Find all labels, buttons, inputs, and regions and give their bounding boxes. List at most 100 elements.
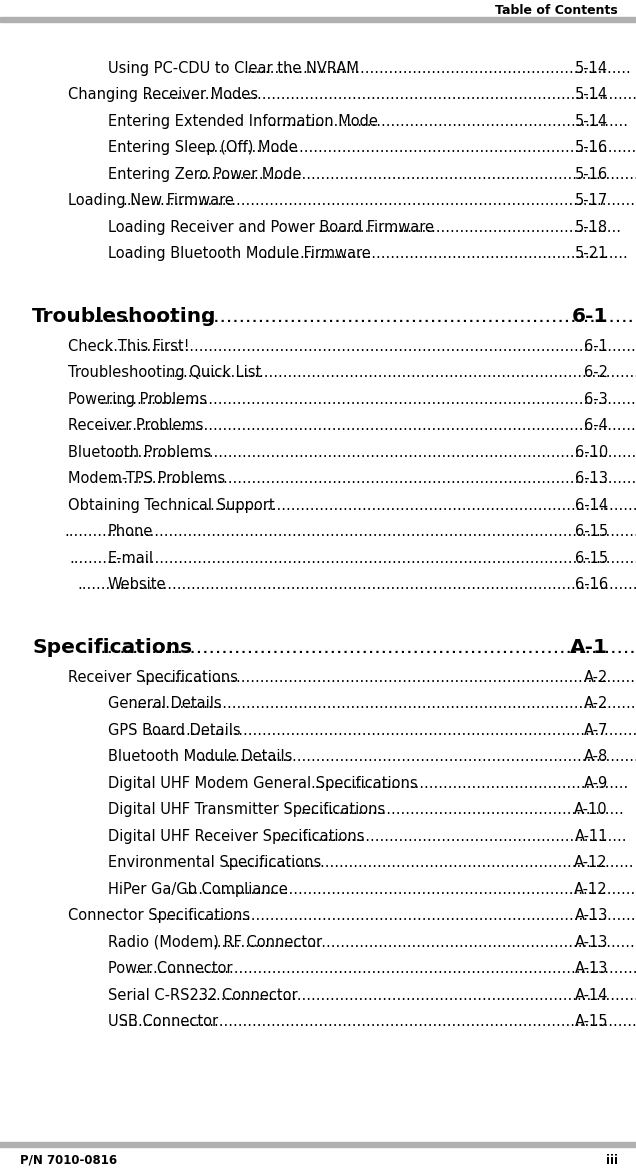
Text: 6-1: 6-1	[584, 339, 608, 354]
Text: 6-3: 6-3	[584, 392, 608, 407]
Text: iii: iii	[606, 1153, 618, 1166]
Text: 6-10: 6-10	[575, 445, 608, 460]
Text: 6-15: 6-15	[575, 551, 608, 565]
Text: General Details: General Details	[108, 697, 221, 711]
Text: Phone: Phone	[108, 524, 153, 540]
Text: ................................................................................: ........................................…	[205, 141, 636, 155]
Text: A-2: A-2	[584, 670, 608, 685]
Text: ................................................................................: ........................................…	[184, 882, 636, 896]
Text: 5-14: 5-14	[575, 87, 608, 102]
Text: Troubleshooting: Troubleshooting	[32, 307, 216, 326]
Text: ...................................................................: ........................................…	[310, 775, 628, 791]
Text: Using PC-CDU to Clear the NVRAM: Using PC-CDU to Clear the NVRAM	[108, 61, 359, 76]
Text: ................................................................................: ........................................…	[64, 524, 636, 540]
Text: ................................................................................: ........................................…	[109, 472, 636, 487]
Text: E-mail: E-mail	[108, 551, 154, 565]
Text: Digital UHF Receiver Specifications: Digital UHF Receiver Specifications	[108, 829, 364, 843]
Text: Serial C-RS232 Connector: Serial C-RS232 Connector	[108, 988, 298, 1003]
Text: Obtaining Technical Support: Obtaining Technical Support	[68, 497, 275, 513]
Text: ................................................................................: ........................................…	[143, 87, 636, 102]
Text: 6-2: 6-2	[584, 365, 608, 380]
Text: ................................................................................: ........................................…	[82, 638, 636, 657]
Text: A-13: A-13	[574, 908, 608, 923]
Text: Table of Contents: Table of Contents	[495, 4, 618, 16]
Text: ................................................................................: ........................................…	[109, 445, 636, 460]
Text: ................................................................................: ........................................…	[100, 392, 636, 407]
Text: 6-14: 6-14	[575, 497, 608, 513]
Text: P/N 7010-0816: P/N 7010-0816	[20, 1153, 117, 1166]
Text: USB Connector: USB Connector	[108, 1015, 218, 1029]
Bar	[0, 16, 636, 22]
Bar	[0, 1143, 636, 1147]
Text: Power Connector: Power Connector	[108, 961, 233, 976]
Text: 6-1: 6-1	[572, 307, 608, 326]
Text: A-10: A-10	[574, 802, 608, 818]
Text: ................................................................................: ........................................…	[141, 670, 636, 685]
Text: ................................................................: ........................................…	[317, 219, 621, 235]
Text: 6-16: 6-16	[575, 577, 608, 592]
Text: Specifications: Specifications	[32, 638, 192, 657]
Text: Loading New Firmware: Loading New Firmware	[68, 194, 234, 209]
Text: ................................................................................: ........................................…	[151, 908, 636, 923]
Text: ................................................................................: ........................................…	[212, 935, 635, 950]
Text: A-7: A-7	[584, 723, 608, 738]
Text: Loading Bluetooth Module Firmware: Loading Bluetooth Module Firmware	[108, 246, 371, 262]
Text: 6-13: 6-13	[575, 472, 608, 487]
Text: Receiver Problems: Receiver Problems	[68, 419, 204, 433]
Text: ................................................................................: ........................................…	[92, 307, 636, 326]
Text: A-12: A-12	[574, 855, 608, 870]
Text: ................................................................................: ........................................…	[133, 697, 636, 711]
Text: Loading Receiver and Power Board Firmware: Loading Receiver and Power Board Firmwar…	[108, 219, 434, 235]
Text: ................................................................................: ........................................…	[77, 577, 636, 592]
Text: 5-16: 5-16	[575, 141, 608, 155]
Text: ................................................................................: ........................................…	[122, 194, 636, 209]
Text: Modem-TPS Problems: Modem-TPS Problems	[68, 472, 225, 487]
Text: A-9: A-9	[584, 775, 608, 791]
Text: A-14: A-14	[574, 988, 608, 1003]
Text: ................................................................................: ........................................…	[172, 497, 636, 513]
Text: ................................................................................: ........................................…	[197, 988, 636, 1003]
Text: A-13: A-13	[574, 935, 608, 950]
Text: ................................................................................: ........................................…	[148, 723, 636, 738]
Text: A-11: A-11	[574, 829, 608, 843]
Text: 5-16: 5-16	[575, 167, 608, 182]
Text: 5-14: 5-14	[575, 114, 608, 129]
Text: ................................................................................: ........................................…	[69, 551, 636, 565]
Text: A-12: A-12	[574, 882, 608, 896]
Text: Website: Website	[108, 577, 167, 592]
Text: Connector Specifications: Connector Specifications	[68, 908, 250, 923]
Text: Digital UHF Transmitter Specifications: Digital UHF Transmitter Specifications	[108, 802, 385, 818]
Text: 6-4: 6-4	[584, 419, 608, 433]
Text: ................................................................................: ........................................…	[197, 167, 636, 182]
Text: Digital UHF Modem General Specifications: Digital UHF Modem General Specifications	[108, 775, 418, 791]
Text: 5-14: 5-14	[575, 61, 608, 76]
Text: ..........................................................................: ........................................…	[275, 829, 626, 843]
Text: Entering Extended Information Mode: Entering Extended Information Mode	[108, 114, 378, 129]
Text: 5-21: 5-21	[575, 246, 608, 262]
Text: Entering Sleep (Off) Mode: Entering Sleep (Off) Mode	[108, 141, 298, 155]
Text: 6-15: 6-15	[575, 524, 608, 540]
Text: ................................................................................: ........................................…	[119, 1015, 636, 1029]
Text: ................................................................................: ........................................…	[165, 365, 636, 380]
Text: Check This First!: Check This First!	[68, 339, 190, 354]
Text: ................................................................................: ........................................…	[100, 339, 636, 354]
Text: Bluetooth Module Details: Bluetooth Module Details	[108, 750, 293, 765]
Text: A-13: A-13	[574, 961, 608, 976]
Text: Changing Receiver Modes: Changing Receiver Modes	[68, 87, 258, 102]
Text: A-8: A-8	[584, 750, 608, 765]
Text: ................................................................................: ........................................…	[100, 419, 636, 433]
Text: ............................................................................: ........................................…	[268, 114, 628, 129]
Text: HiPer Ga/Gb Compliance: HiPer Ga/Gb Compliance	[108, 882, 287, 896]
Text: Radio (Modem) RF Connector: Radio (Modem) RF Connector	[108, 935, 322, 950]
Text: A-15: A-15	[574, 1015, 608, 1029]
Text: Troubleshooting Quick List: Troubleshooting Quick List	[68, 365, 261, 380]
Text: .....................................................................: ........................................…	[296, 802, 624, 818]
Text: Environmental Specifications: Environmental Specifications	[108, 855, 321, 870]
Text: Receiver Specifications: Receiver Specifications	[68, 670, 238, 685]
Text: A-1: A-1	[570, 638, 608, 657]
Text: Powering Problems: Powering Problems	[68, 392, 207, 407]
Text: ................................................................................: ........................................…	[247, 61, 632, 76]
Text: ................................................................................: ........................................…	[134, 961, 636, 976]
Text: .............................................................................: ........................................…	[262, 246, 628, 262]
Text: Bluetooth Problems: Bluetooth Problems	[68, 445, 211, 460]
